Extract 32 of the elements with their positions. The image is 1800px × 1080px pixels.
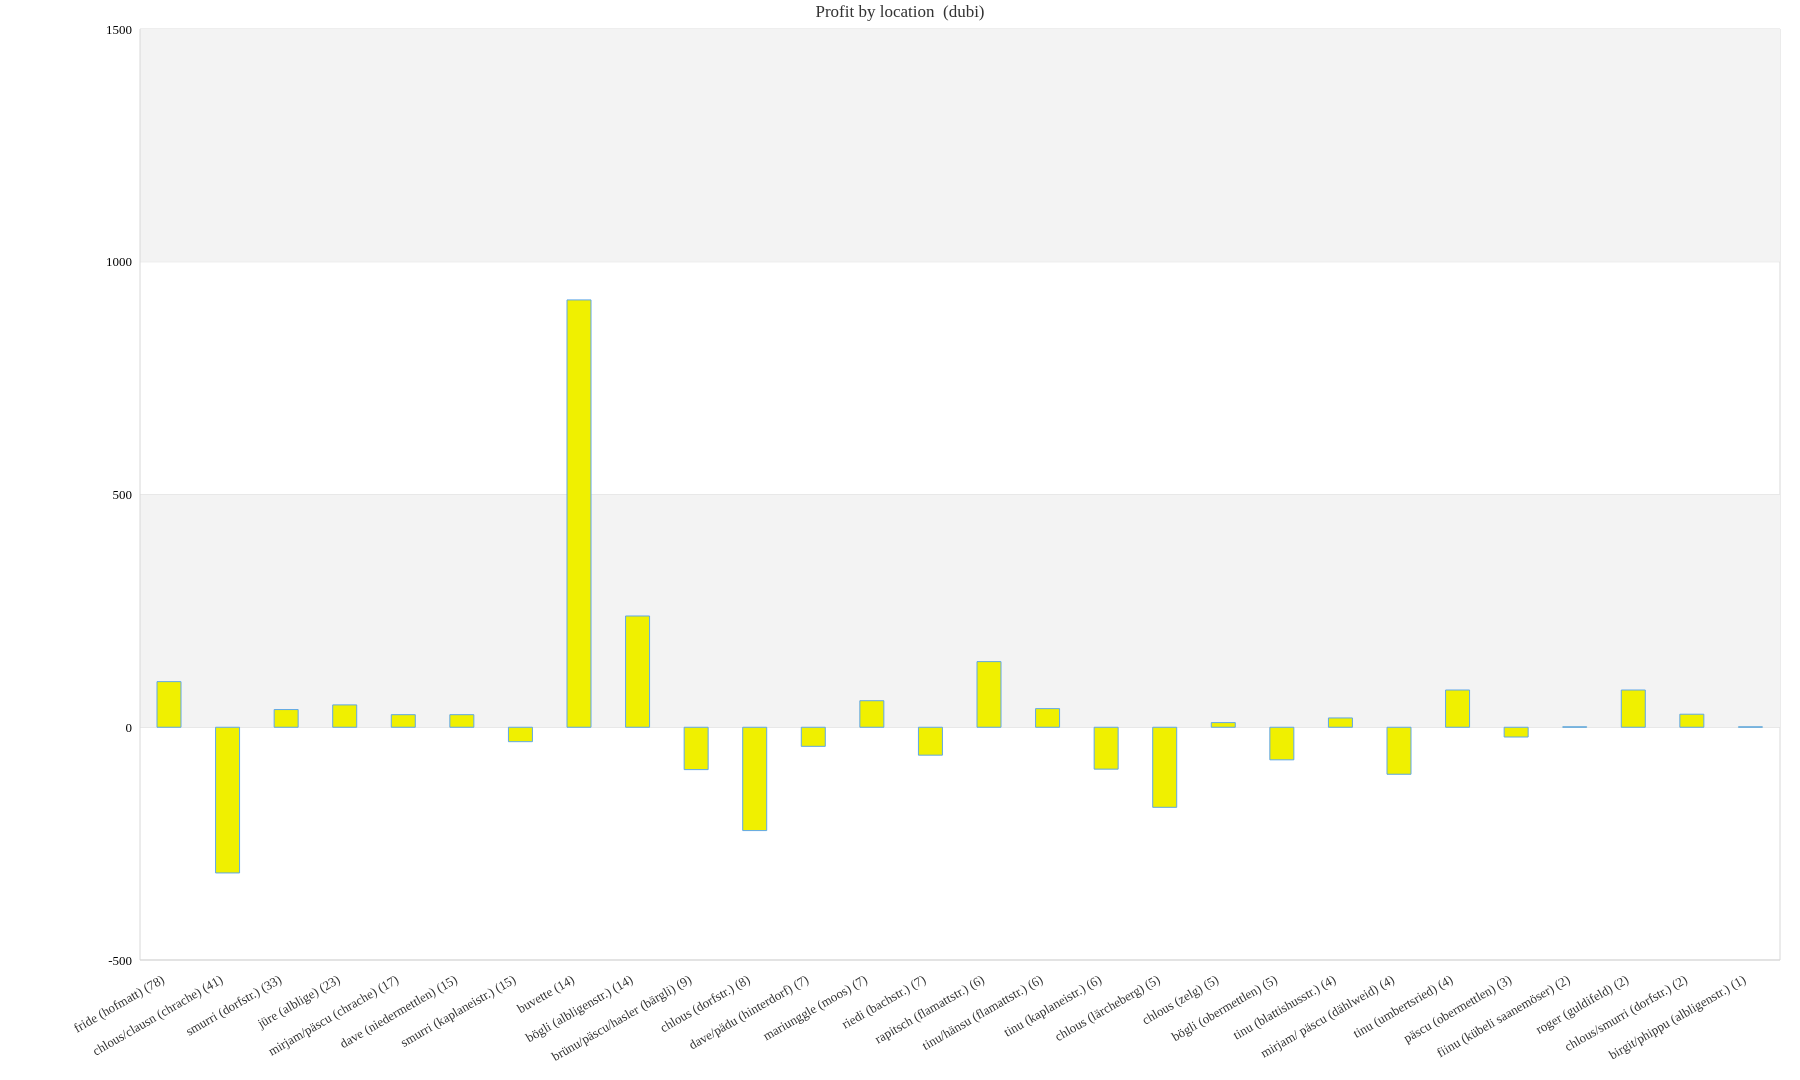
bar [800,726,826,747]
bar [742,726,768,832]
bar [273,709,299,728]
bar [1620,689,1646,728]
bar [332,704,358,728]
bar [976,661,1002,728]
bar [1327,717,1353,728]
y-tick-label: 1000 [106,254,132,270]
bar [1679,713,1705,728]
y-tick-label: 0 [125,719,132,735]
bar [1093,726,1119,770]
bar [156,681,182,728]
bar [683,726,709,771]
y-tick-label: 1500 [106,21,132,37]
bar [1035,708,1061,728]
bar [215,726,241,874]
bar [917,726,943,756]
bar [1503,726,1529,738]
bar [390,714,416,728]
bar [566,299,592,728]
bar [1386,726,1412,775]
bar [1210,722,1236,728]
bar [859,700,885,728]
bar [1445,689,1471,728]
bar [1269,726,1295,761]
chart-title: Profit by location (dubi) [814,2,986,22]
y-tick-label: 500 [112,487,132,503]
bar [507,726,533,743]
bar [449,714,475,728]
bar [625,615,651,728]
bar [1152,726,1178,808]
y-tick-label: -500 [108,952,132,968]
